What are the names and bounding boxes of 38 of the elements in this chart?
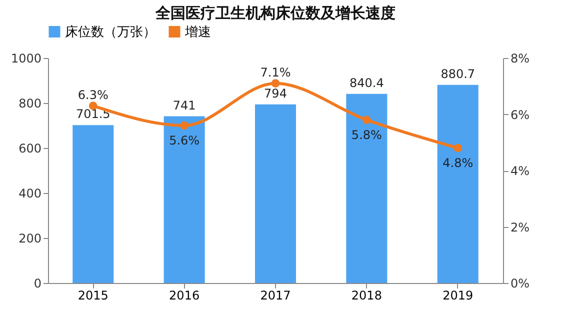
data-label: 7.1% (260, 65, 291, 80)
y2-tick-label: 2% (510, 220, 530, 234)
y-tick-label: 800 (18, 96, 42, 110)
point (362, 116, 371, 124)
legend-label: 床位数（万张） (65, 24, 156, 40)
x-tick-label: 2017 (260, 288, 291, 302)
point (271, 79, 280, 88)
y2-tick-label: 0% (510, 276, 530, 290)
x-tick-label: 2018 (351, 288, 382, 302)
y-tick-label: 0 (34, 276, 42, 290)
data-label: 6.3% (78, 88, 108, 102)
y2-tick-label: 4% (510, 164, 530, 178)
x-tick-label: 2015 (78, 288, 108, 302)
bar (254, 104, 296, 283)
x-tick-label: 2016 (169, 288, 200, 302)
y-tick-label: 200 (18, 232, 42, 246)
data-label: 741 (172, 98, 196, 112)
data-label: 4.8% (442, 156, 474, 170)
data-label: 840.4 (350, 76, 384, 90)
data-label: 5.6% (169, 134, 200, 148)
data-label: 794 (264, 86, 287, 100)
bar (164, 116, 205, 283)
point (180, 121, 188, 130)
y2-tick-label: 8% (510, 52, 530, 66)
y-tick-label: 400 (18, 186, 42, 200)
bar (346, 94, 388, 283)
legend-label: 增速 (184, 24, 211, 40)
y-tick-label: 600 (18, 142, 42, 156)
bar (72, 125, 114, 283)
data-label: 880.7 (440, 66, 476, 81)
data-label: 5.8% (351, 128, 382, 142)
bar (437, 84, 478, 283)
x-tick-label: 2019 (442, 288, 474, 302)
chart-title: 全国医疗卫生机构床位数及增长速度 (154, 4, 396, 22)
point (454, 144, 462, 152)
data-label: 701.5 (76, 107, 110, 122)
y2-tick-label: 6% (510, 108, 530, 122)
y-tick-label: 1000 (10, 52, 42, 66)
